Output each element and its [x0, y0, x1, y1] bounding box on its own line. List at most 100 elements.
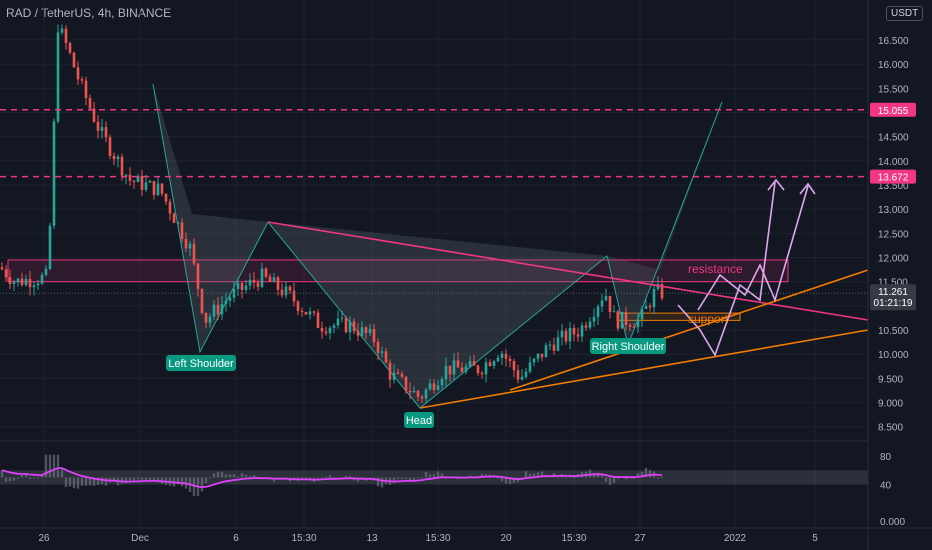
candle-body — [24, 279, 28, 286]
candle-body — [464, 366, 468, 372]
x-tick-label: 13 — [366, 533, 378, 544]
candle-body — [540, 353, 544, 358]
candle-body — [384, 351, 388, 363]
candle-body — [604, 296, 608, 301]
x-tick-label: 26 — [38, 533, 50, 544]
rsi-bar — [8, 477, 12, 482]
rsi-bar — [144, 477, 148, 480]
candle-body — [324, 331, 328, 334]
candle-body — [296, 301, 300, 311]
candle-body — [336, 318, 340, 326]
current-price-tag — [870, 284, 916, 311]
candle-body — [468, 361, 472, 367]
candle-body — [36, 283, 40, 286]
rsi-bar — [660, 476, 664, 478]
rsi-bar — [316, 477, 320, 479]
x-tick-label: 15:30 — [425, 533, 450, 544]
rsi-bar — [656, 477, 660, 479]
candle-body — [164, 193, 168, 202]
rsi-bar — [496, 477, 500, 479]
candle-body — [620, 311, 624, 329]
candle-body — [380, 351, 384, 353]
candle-body — [596, 306, 600, 317]
rsi-bar — [440, 473, 444, 478]
candle-body — [516, 370, 520, 380]
rsi-bar — [40, 475, 44, 478]
candle-body — [0, 267, 4, 270]
candle-body — [388, 362, 392, 380]
rsi-bar — [104, 477, 108, 486]
candle-body — [148, 181, 152, 183]
candle-body — [276, 277, 280, 290]
price-level-tag-text: 13.672 — [878, 173, 909, 184]
rsi-bar — [340, 476, 344, 478]
rsi-bar — [24, 474, 28, 478]
rsi-bar — [408, 477, 412, 481]
price-level-tag-text: 15.055 — [878, 106, 909, 117]
candle-body — [288, 286, 292, 291]
rsi-bar — [100, 477, 104, 485]
candle-body — [84, 80, 88, 99]
rsi-bar — [392, 477, 396, 484]
candle-body — [408, 390, 412, 393]
candle-body — [304, 312, 308, 315]
x-tick-label: 5 — [812, 533, 818, 544]
rsi-bar — [208, 477, 212, 479]
rsi-bar — [500, 477, 504, 482]
price-level-tag — [870, 169, 916, 184]
rsi-bar — [532, 473, 536, 478]
left-shoulder-label: Left Shoulder — [168, 358, 234, 370]
rsi-bar — [248, 476, 252, 478]
candle-body — [44, 268, 48, 275]
candle-body — [300, 310, 304, 313]
current-price-countdown: 01:21:19 — [874, 298, 913, 309]
rsi-bar — [616, 477, 620, 479]
rsi-bar — [608, 477, 612, 486]
support-label: support — [688, 312, 729, 326]
rsi-bar — [80, 477, 84, 487]
y-tick-label: 11.500 — [878, 278, 908, 289]
candle-body — [112, 155, 116, 160]
rsi-bar — [244, 474, 248, 478]
rsi-bar — [224, 474, 228, 478]
rsi-bar — [604, 477, 608, 482]
projection-path-1 — [677, 181, 776, 357]
rsi-bar — [564, 477, 568, 479]
candle-body — [636, 319, 640, 328]
candle-body — [508, 358, 512, 361]
rsi-bar — [436, 471, 440, 478]
candle-body — [536, 353, 540, 359]
x-tick-label: 6 — [233, 533, 239, 544]
rsi-tick-label: 0.000 — [880, 517, 905, 528]
candle-body — [652, 288, 656, 308]
rsi-bar — [32, 477, 36, 479]
candle-body — [168, 201, 172, 214]
rsi-bar — [152, 477, 156, 481]
resistance-zone — [7, 259, 789, 283]
rsi-bar — [180, 477, 184, 487]
left-shoulder-label-bg — [166, 355, 236, 371]
rsi-bar — [68, 477, 72, 487]
y-tick-label: 9.500 — [878, 374, 903, 385]
rsi-bar — [572, 477, 576, 479]
candle-body — [568, 328, 572, 342]
y-tick-label: 9.000 — [878, 399, 903, 410]
currency-badge[interactable]: USDT — [886, 6, 924, 21]
rsi-bar — [232, 474, 236, 478]
rsi-bar — [416, 477, 420, 479]
rsi-bar — [56, 454, 60, 478]
y-tick-label: 15.500 — [878, 84, 909, 95]
candle-body — [524, 371, 528, 377]
current-price-value: 11.261 — [878, 287, 908, 298]
rsi-bar — [424, 471, 428, 478]
x-tick-label: 15:30 — [291, 533, 316, 544]
rsi-bar — [556, 477, 560, 479]
rsi-bar — [240, 473, 244, 478]
candle-body — [152, 181, 156, 195]
candle-body — [100, 127, 104, 131]
candle-body — [180, 222, 184, 239]
candle-body — [460, 367, 464, 372]
support-trendline-lower — [419, 329, 869, 409]
candle-body — [624, 311, 628, 325]
